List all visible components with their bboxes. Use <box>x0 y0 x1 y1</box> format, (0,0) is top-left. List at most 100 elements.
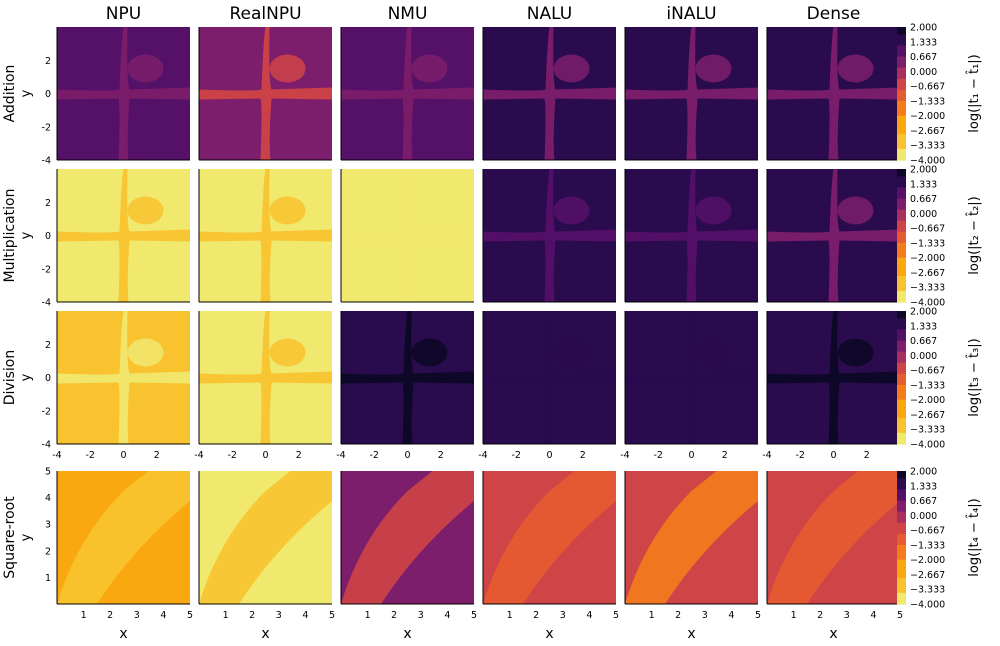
x-axis-label: x <box>829 626 837 642</box>
x-tick-label: 0 <box>830 450 836 461</box>
x-tick-label: 4 <box>728 610 734 621</box>
y-tick-label: -2 <box>42 122 51 133</box>
colorbar-segment <box>897 530 906 535</box>
colorbar-segment <box>897 141 906 146</box>
colorbar-segment <box>897 137 906 143</box>
colorbar-tick-label: −4.000 <box>910 156 945 167</box>
colorbar-segment <box>897 41 906 47</box>
colorbar-segment <box>897 187 906 192</box>
colorbar-segment <box>897 202 906 207</box>
x-tick-label: 1 <box>507 610 513 621</box>
x-tick-label: 3 <box>844 610 850 621</box>
colorbar-segment <box>897 541 906 546</box>
x-tick-label: 3 <box>276 610 282 621</box>
y-tick-label: 5 <box>45 467 51 478</box>
colorbar-segment <box>897 30 906 35</box>
x-tick-label: -4 <box>336 450 345 461</box>
colorbar-tick-label: −4.000 <box>910 600 945 611</box>
heatmap-panel <box>482 27 616 161</box>
y-axis-label: y <box>19 231 34 239</box>
contour-region <box>483 169 616 302</box>
colorbar-segment <box>897 574 906 579</box>
colorbar-segment <box>897 156 906 161</box>
contour-region <box>199 471 332 604</box>
heatmap-panel <box>482 311 616 445</box>
colorbar-segment <box>897 194 906 200</box>
colorbar-segment <box>897 78 906 84</box>
colorbar-segment <box>897 362 906 368</box>
contour-region <box>269 196 306 225</box>
colorbar-tick-label: −2.667 <box>910 268 945 279</box>
colorbar-tick-label: −2.000 <box>910 253 945 264</box>
colorbar-segment <box>897 45 906 50</box>
colorbar-segment <box>897 403 906 408</box>
colorbar-segment <box>897 63 906 69</box>
x-tick-label: 2 <box>864 450 870 461</box>
heatmap-panel <box>766 169 900 303</box>
colorbar-tick-label: 0.667 <box>910 52 937 63</box>
x-tick-label: 4 <box>444 610 450 621</box>
colorbar-segment <box>897 325 906 331</box>
colorbar-segment <box>897 507 906 513</box>
y-tick-label: 0 <box>45 373 51 384</box>
colorbar-segment <box>897 220 906 226</box>
colorbar-segment <box>897 242 906 248</box>
colorbar-segment <box>897 600 906 605</box>
colorbar-segment <box>897 366 906 371</box>
contour-region <box>695 54 732 83</box>
colorbar-label: log(|t₃ − t̂₃|) <box>967 338 982 417</box>
x-tick-label: -2 <box>512 450 521 461</box>
colorbar-segment <box>897 224 906 229</box>
colorbar-segment <box>897 145 906 150</box>
x-tick-label: 2 <box>438 450 444 461</box>
colorbar-tick-label: −3.333 <box>910 283 945 294</box>
x-axis-label: x <box>119 626 127 642</box>
y-tick-label: 3 <box>45 520 51 531</box>
x-tick-label: 1 <box>223 610 229 621</box>
y-tick-label: -2 <box>42 264 51 275</box>
colorbar-tick-label: −2.667 <box>910 570 945 581</box>
contour-region <box>127 196 164 225</box>
colorbar-tick-label: 1.333 <box>910 179 937 190</box>
x-axis-label: x <box>403 626 411 642</box>
heatmap-panel <box>482 169 616 303</box>
colorbar-segment <box>897 333 906 338</box>
colorbar-tick-label: −4.000 <box>910 440 945 451</box>
contour-region <box>767 169 900 302</box>
colorbar-segment <box>897 104 906 109</box>
contour-region <box>199 169 332 302</box>
colorbar-tick-label: 0.667 <box>910 496 937 507</box>
contour-region <box>127 54 164 83</box>
colorbar-segment <box>897 407 906 412</box>
y-tick-label: 4 <box>45 493 51 504</box>
contour-region <box>625 27 758 160</box>
colorbar-segment <box>897 340 906 345</box>
y-axis-label: y <box>19 89 34 97</box>
colorbar-segment <box>897 489 906 494</box>
colorbar-segment <box>897 471 906 476</box>
colorbar-segment <box>897 496 906 502</box>
y-tick-label: -4 <box>42 156 51 167</box>
colorbar-segment <box>897 169 906 174</box>
colorbar <box>897 27 906 161</box>
colorbar-segment <box>897 515 906 520</box>
column-title: NALU <box>527 4 572 24</box>
colorbar-segment <box>897 60 906 65</box>
colorbar-segment <box>897 27 906 32</box>
x-tick-label: 2 <box>675 610 681 621</box>
colorbar-segment <box>897 67 906 72</box>
colorbar-tick-label: 2.000 <box>910 307 937 318</box>
y-tick-label: 2 <box>45 546 51 557</box>
colorbar-segment <box>897 253 906 259</box>
contour-region <box>341 27 474 160</box>
colorbar-segment <box>897 71 906 76</box>
colorbar-segment <box>897 436 906 441</box>
colorbar-tick-label: 2.000 <box>910 467 937 478</box>
colorbar-segment <box>897 217 906 222</box>
column-title: NPU <box>106 4 141 24</box>
contour-region <box>625 311 758 444</box>
colorbar-segment <box>897 311 906 316</box>
contour-region <box>837 54 874 83</box>
colorbar-segment <box>897 410 906 416</box>
colorbar-segment <box>897 581 906 587</box>
